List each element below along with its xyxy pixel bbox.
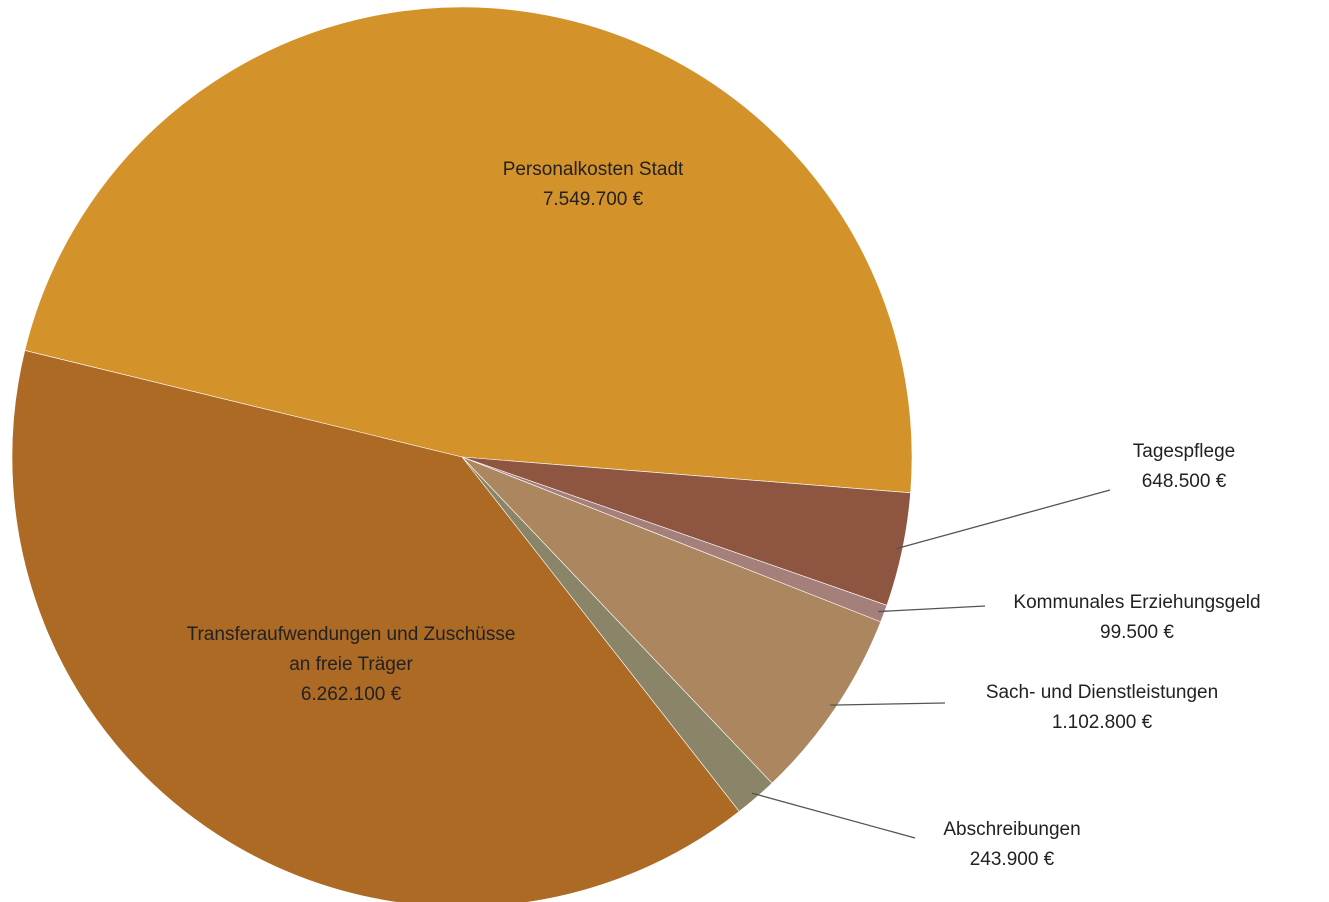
slice-value: 243.900 € <box>969 849 1055 870</box>
slice-name: Sach- und Dienstleistungen <box>985 682 1219 703</box>
leader-line <box>896 489 1111 550</box>
slice-name: Transferaufwendungen und Zuschüsse an fr… <box>186 624 516 675</box>
slice-label: Tagespflege 648.500 € <box>1133 437 1235 497</box>
slice-name: Tagespflege <box>1132 441 1236 462</box>
leader-line <box>830 702 946 706</box>
slice-value: 1.102.800 € <box>1051 712 1153 733</box>
pie-slice <box>11 350 740 902</box>
pie-slice <box>461 456 882 784</box>
slice-value: 6.262.100 € <box>300 684 402 705</box>
slice-label: Kommunales Erziehungsgeld 99.500 € <box>1013 588 1260 648</box>
slice-name: Kommunales Erziehungsgeld <box>1013 592 1261 613</box>
slice-label: Transferaufwendungen und Zuschüsse an fr… <box>186 620 516 710</box>
slice-label: Personalkosten Stadt 7.549.700 € <box>503 155 684 215</box>
leader-line <box>878 605 986 613</box>
slice-name: Personalkosten Stadt <box>502 159 684 180</box>
slice-label: Abschreibungen 243.900 € <box>943 815 1080 875</box>
slice-label: Sach- und Dienstleistungen 1.102.800 € <box>986 678 1218 738</box>
pie-slice <box>24 6 913 494</box>
slice-value: 99.500 € <box>1100 622 1174 643</box>
slice-name: Abschreibungen <box>943 819 1081 840</box>
leader-line <box>751 792 916 839</box>
slice-value: 7.549.700 € <box>542 189 644 210</box>
slice-value: 648.500 € <box>1141 471 1227 492</box>
